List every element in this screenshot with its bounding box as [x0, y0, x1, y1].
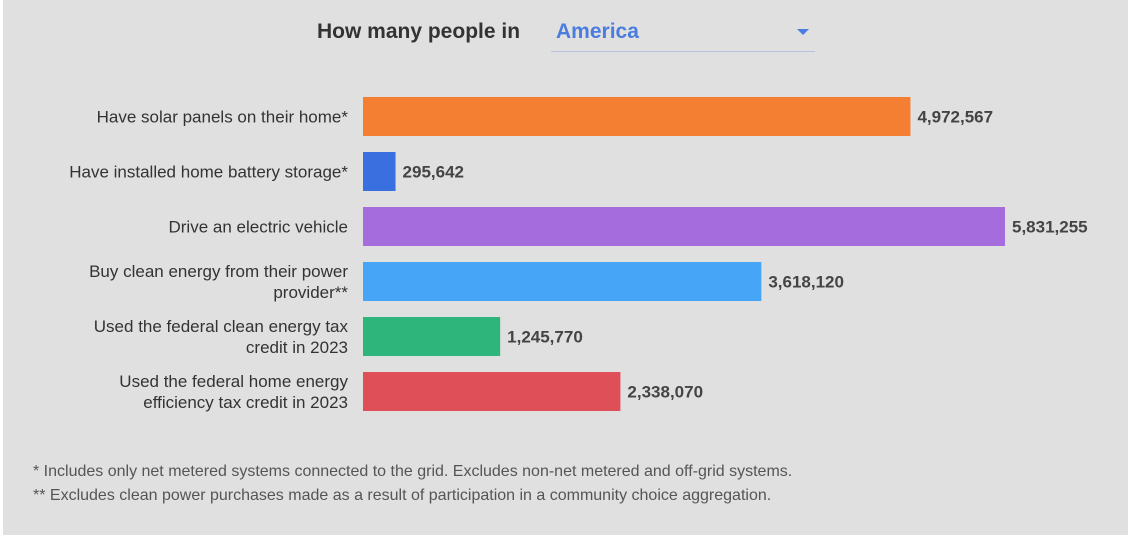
footnote-2: ** Excludes clean power purchases made a… — [33, 487, 772, 504]
chart-header: How many people in America — [3, 14, 1128, 54]
bar-value-label-4: 1,245,770 — [507, 328, 583, 347]
category-label-line: Have solar panels on their home* — [97, 108, 349, 127]
category-label-line: Have installed home battery storage* — [69, 163, 348, 182]
region-dropdown[interactable]: America — [551, 14, 815, 52]
category-label-line: Buy clean energy from their power — [89, 262, 348, 281]
bar-value-label-0: 4,972,567 — [917, 108, 993, 127]
chart-panel: How many people in America 4,972,567 Have… — [3, 0, 1128, 535]
category-label-line: credit in 2023 — [246, 338, 348, 357]
bar-5[interactable] — [363, 372, 621, 411]
category-label-line: efficiency tax credit in 2023 — [143, 393, 348, 412]
bar-value-label-3: 3,618,120 — [768, 273, 844, 292]
category-label-2: Drive an electric vehicle — [168, 218, 348, 237]
category-label-1: Have installed home battery storage* — [69, 163, 348, 182]
category-label-line: Used the federal home energy — [119, 372, 348, 391]
category-label-0: Have solar panels on their home* — [97, 108, 349, 127]
header-prompt: How many people in — [317, 20, 521, 43]
region-dropdown-value: America — [556, 20, 639, 43]
bar-2[interactable] — [363, 207, 1005, 246]
bar-value-label-5: 2,338,070 — [627, 383, 703, 402]
bar-value-label-1: 295,642 — [403, 163, 464, 182]
category-label-line: Drive an electric vehicle — [168, 218, 348, 237]
category-label-line: Used the federal clean energy tax — [94, 317, 349, 336]
category-label-3: Buy clean energy from their power provide… — [89, 262, 348, 302]
bar-1[interactable] — [363, 152, 396, 191]
bar-4[interactable] — [363, 317, 501, 356]
category-label-4: Used the federal clean energy tax credit … — [94, 317, 349, 357]
category-label-line: provider** — [273, 283, 348, 302]
bar-3[interactable] — [363, 262, 762, 301]
bar-value-label-2: 5,831,255 — [1012, 218, 1088, 237]
category-label-5: Used the federal home energy efficiency t… — [119, 372, 348, 412]
bar-chart: 4,972,567 Have solar panels on their home… — [69, 97, 1088, 412]
chevron-down-icon — [797, 29, 809, 35]
bar-0[interactable] — [363, 97, 911, 136]
footnote-1: * Includes only net metered systems conn… — [33, 463, 793, 480]
